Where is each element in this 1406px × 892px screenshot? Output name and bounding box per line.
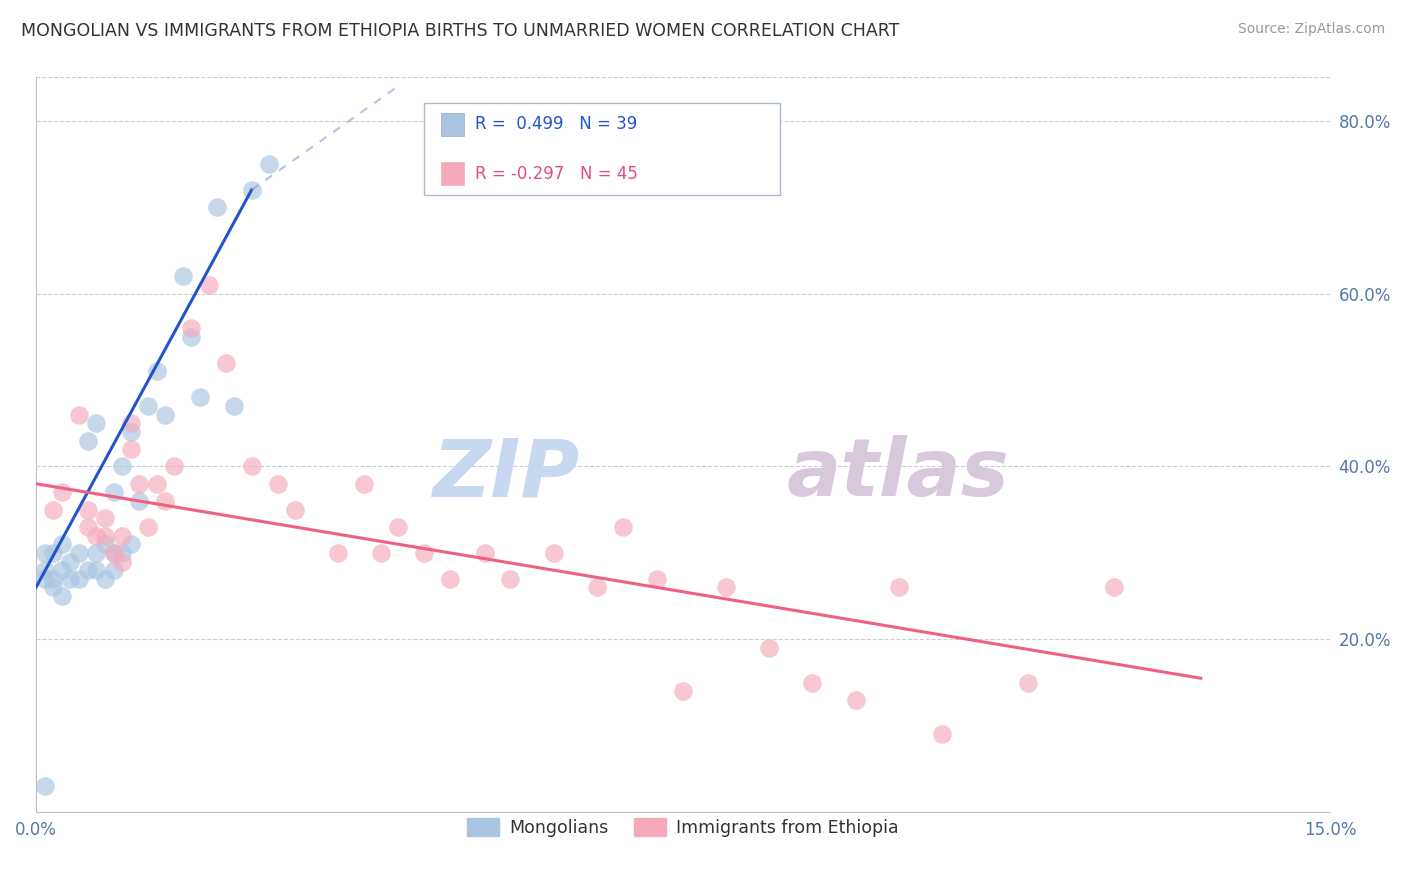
Legend: Mongolians, Immigrants from Ethiopia: Mongolians, Immigrants from Ethiopia xyxy=(461,812,905,844)
Text: R =  0.499   N = 39: R = 0.499 N = 39 xyxy=(475,115,637,134)
Point xyxy=(67,408,90,422)
Point xyxy=(180,330,202,344)
Point xyxy=(1104,581,1126,595)
Point xyxy=(145,364,167,378)
Point xyxy=(439,572,461,586)
Point xyxy=(120,425,142,439)
Point xyxy=(103,563,125,577)
Point xyxy=(197,277,219,292)
Point xyxy=(887,581,910,595)
Point xyxy=(51,589,73,603)
Point xyxy=(180,321,202,335)
Point xyxy=(42,581,65,595)
Point xyxy=(387,520,409,534)
Point xyxy=(370,546,392,560)
Point xyxy=(645,572,668,586)
Point xyxy=(499,572,522,586)
Point xyxy=(240,183,263,197)
Point xyxy=(714,581,737,595)
Point xyxy=(215,356,238,370)
Text: atlas: atlas xyxy=(786,435,1010,513)
Point xyxy=(94,537,117,551)
Point xyxy=(284,502,307,516)
Point xyxy=(34,572,56,586)
Point xyxy=(120,442,142,457)
Point xyxy=(1017,675,1039,690)
Point xyxy=(51,563,73,577)
Point xyxy=(86,563,108,577)
Point xyxy=(94,511,117,525)
Point xyxy=(42,502,65,516)
Point xyxy=(155,408,177,422)
Point xyxy=(205,200,228,214)
Point xyxy=(76,563,98,577)
Point xyxy=(474,546,496,560)
Point xyxy=(42,546,65,560)
Point xyxy=(172,269,194,284)
Point xyxy=(136,520,159,534)
Point xyxy=(128,476,150,491)
Point xyxy=(111,528,134,542)
Point xyxy=(86,416,108,430)
Point xyxy=(34,779,56,793)
Point xyxy=(224,399,246,413)
Point xyxy=(34,546,56,560)
Point xyxy=(76,502,98,516)
Point xyxy=(103,546,125,560)
Point xyxy=(120,537,142,551)
Point xyxy=(413,546,436,560)
Point xyxy=(136,399,159,413)
Point xyxy=(128,494,150,508)
Point xyxy=(845,693,868,707)
Point xyxy=(543,546,565,560)
Text: ZIP: ZIP xyxy=(432,435,579,513)
Point xyxy=(51,485,73,500)
Point xyxy=(34,563,56,577)
Point xyxy=(86,546,108,560)
Point xyxy=(103,485,125,500)
Point xyxy=(111,546,134,560)
Point xyxy=(111,459,134,474)
Point xyxy=(801,675,824,690)
FancyBboxPatch shape xyxy=(425,103,780,195)
Point xyxy=(145,476,167,491)
Point xyxy=(59,555,82,569)
Point xyxy=(67,546,90,560)
Point xyxy=(163,459,186,474)
Point xyxy=(931,727,953,741)
Point xyxy=(67,572,90,586)
Point xyxy=(353,476,375,491)
Point xyxy=(94,528,117,542)
Point xyxy=(240,459,263,474)
FancyBboxPatch shape xyxy=(441,112,464,136)
Point xyxy=(59,572,82,586)
Point xyxy=(155,494,177,508)
Point xyxy=(266,476,288,491)
Point xyxy=(76,520,98,534)
Point xyxy=(111,555,134,569)
Point xyxy=(86,528,108,542)
Point xyxy=(585,581,607,595)
Point xyxy=(188,390,211,404)
Point xyxy=(672,684,695,698)
Text: MONGOLIAN VS IMMIGRANTS FROM ETHIOPIA BIRTHS TO UNMARRIED WOMEN CORRELATION CHAR: MONGOLIAN VS IMMIGRANTS FROM ETHIOPIA BI… xyxy=(21,22,900,40)
FancyBboxPatch shape xyxy=(441,162,464,186)
Point xyxy=(612,520,634,534)
Point xyxy=(758,640,780,655)
Point xyxy=(120,416,142,430)
Point xyxy=(76,434,98,448)
Text: R = -0.297   N = 45: R = -0.297 N = 45 xyxy=(475,165,637,183)
Point xyxy=(326,546,349,560)
Point xyxy=(94,572,117,586)
Point xyxy=(103,546,125,560)
Point xyxy=(51,537,73,551)
Text: Source: ZipAtlas.com: Source: ZipAtlas.com xyxy=(1237,22,1385,37)
Point xyxy=(42,572,65,586)
Point xyxy=(257,157,280,171)
